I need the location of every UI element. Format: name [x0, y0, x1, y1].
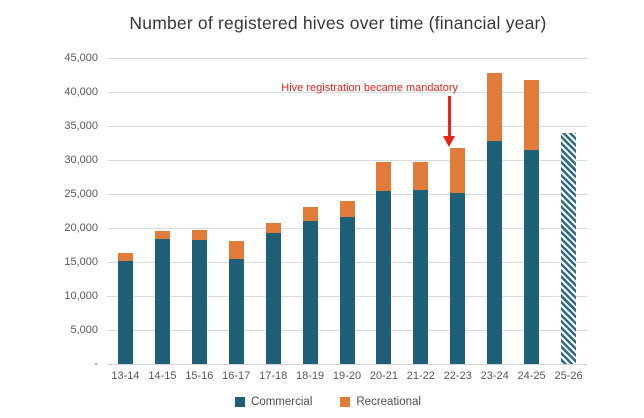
bar-segment-recreational	[265, 222, 281, 234]
y-axis-tick-label: 20,000	[64, 222, 98, 234]
bar-segment-recreational	[228, 240, 244, 260]
bar-22-23	[450, 147, 466, 364]
bar-segment-commercial	[524, 149, 540, 364]
bar-segment-recreational	[117, 252, 133, 262]
y-axis-labels: 45,000 40,000 35,000 30,000 25,000 20,000 15,0…	[0, 0, 98, 418]
bar-21-22	[413, 162, 429, 364]
bar-segment-commercial	[228, 259, 244, 364]
bar-segment-commercial	[191, 240, 207, 364]
bar-segment-commercial	[413, 189, 429, 364]
bar-19-20	[339, 200, 355, 364]
recreational-swatch-icon	[340, 397, 351, 407]
annotation-text: Hive registration became mandatory	[281, 82, 458, 94]
x-axis-tick-label: 23-24	[480, 370, 509, 382]
bar-segment-recreational	[302, 206, 318, 221]
x-axis-tick-label: 13-14	[111, 370, 140, 382]
x-axis-tick-label: 15-16	[185, 370, 214, 382]
gridline	[107, 126, 587, 127]
bar-24-25	[524, 80, 540, 364]
gridline	[107, 58, 587, 59]
y-axis-tick-label: 45,000	[64, 52, 98, 64]
x-axis-tick-label: 17-18	[259, 370, 288, 382]
chart-title: Number of registered hives over time (fi…	[129, 13, 547, 33]
legend-item-recreational: Recreational	[340, 396, 421, 408]
bar-13-14	[117, 252, 133, 364]
bar-17-18	[265, 222, 281, 364]
x-axis-tick-label: 21-22	[406, 370, 435, 382]
bar-segment-recreational	[487, 72, 503, 141]
bar-segment-recreational	[413, 162, 429, 190]
x-axis-tick-label: 14-15	[148, 370, 177, 382]
x-axis-tick-label: 25-26	[554, 370, 583, 382]
bar-16-17	[228, 240, 244, 364]
x-axis-tick-label: 22-23	[443, 370, 472, 382]
bar-20-21	[376, 162, 392, 364]
y-axis-tick-label: 40,000	[64, 86, 98, 98]
y-axis-tick-label: 35,000	[64, 120, 98, 132]
x-axis-tick-label: 20-21	[369, 370, 398, 382]
legend-item-commercial: Commercial	[235, 396, 312, 408]
bar-15-16	[191, 230, 207, 364]
bar-segment-recreational	[524, 80, 540, 150]
gridline	[107, 160, 587, 161]
bar-segment-commercial	[450, 193, 466, 364]
x-axis-tick-label: 24-25	[517, 370, 546, 382]
y-axis-tick-label: 30,000	[64, 154, 98, 166]
commercial-swatch-icon	[235, 397, 246, 407]
bar-segment-commercial	[302, 220, 318, 364]
bar-segment-commercial	[487, 140, 503, 364]
bar-segment-commercial	[117, 261, 133, 364]
y-axis-tick-label: 25,000	[64, 188, 98, 200]
bar-segment-recreational	[339, 200, 355, 218]
y-axis-tick-label: 5,000	[70, 324, 98, 336]
bar-segment-commercial	[339, 217, 355, 364]
bar-23-24	[487, 72, 503, 364]
legend-label-commercial: Commercial	[251, 396, 313, 408]
annotation-arrow-shaft	[448, 96, 451, 137]
gridline	[107, 92, 587, 93]
bar-segment-recreational	[450, 147, 466, 194]
bar-25-26	[561, 132, 577, 364]
bar-18-19	[302, 206, 318, 364]
bar-segment-recreational	[191, 230, 207, 241]
x-axis-tick-label: 16-17	[222, 370, 251, 382]
bar-14-15	[154, 230, 170, 364]
annotation-arrow-head-icon	[443, 136, 455, 147]
legend: Commercial Recreational	[0, 396, 644, 408]
bar-segment-recreational	[376, 162, 392, 191]
x-axis-labels: 13-14 14-15 15-16 16-17 17-18 18-19 19-20 20-21…	[107, 370, 587, 386]
bar-segment-commercial	[265, 233, 281, 364]
gridline	[107, 194, 587, 195]
bar-segment-commercial	[376, 190, 392, 364]
x-axis-tick-label: 18-19	[296, 370, 325, 382]
bar-segment-commercial	[154, 238, 170, 364]
y-axis-tick-label: 10,000	[64, 290, 98, 302]
plot-area	[107, 58, 587, 365]
x-axis-tick-label: 19-20	[332, 370, 362, 382]
legend-label-recreational: Recreational	[356, 396, 421, 408]
y-axis-tick-label: -	[94, 358, 98, 370]
y-axis-tick-label: 15,000	[64, 256, 98, 268]
bar-segment-recreational	[154, 230, 170, 239]
